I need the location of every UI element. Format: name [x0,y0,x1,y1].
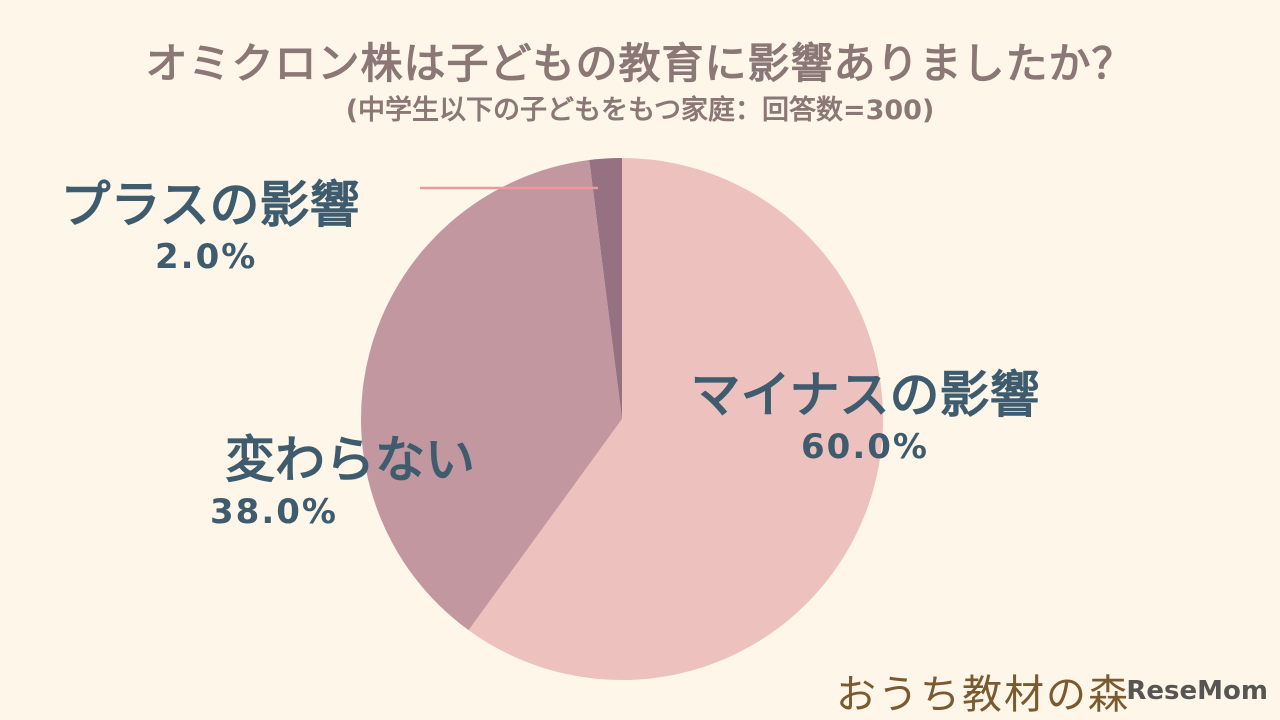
slice-value-text: 38.0% [210,492,338,532]
chart-title: オミクロン株は子どもの教育に影響ありましたか？ [145,39,1135,88]
slice-label-unchanged: 変わらない 38.0% [190,420,510,532]
watermark: ReseMom [1126,676,1268,706]
pie-slice-positive [589,158,622,419]
chart-subtitle: (中学生以下の子どもをもつ家庭：回答数=300) [345,95,935,126]
slice-value-text: 2.0% [155,237,258,277]
pie-slice-unchanged [360,160,622,631]
brand-logo: おうち教材の森 [836,672,1130,718]
slice-label-negative: マイナスの影響 60.0% [655,355,1075,467]
slice-label-text: プラスの影響 [60,176,360,234]
pie-slice-negative [468,158,883,680]
slice-label-positive: プラスの影響 2.0% [25,165,395,277]
slice-label-text: 変わらない [225,431,475,489]
slice-label-text: マイナスの影響 [690,366,1040,424]
slice-value-text: 60.0% [801,427,929,467]
